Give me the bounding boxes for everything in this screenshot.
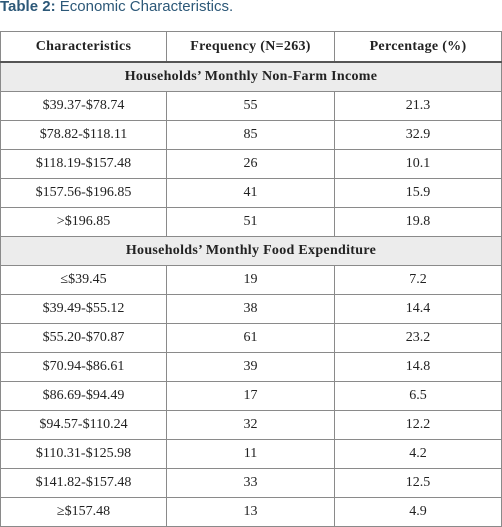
section-header-row: Households’ Monthly Food Expenditure [0, 236, 502, 266]
caption-text: Economic Characteristics. [59, 0, 234, 15]
cell-characteristic: $157.56-$196.85 [0, 178, 167, 208]
cell-percentage: 14.8 [334, 352, 502, 382]
table-row: $86.69-$94.49 17 6.5 [0, 381, 502, 411]
table-row: $110.31-$125.98 11 4.2 [0, 439, 502, 469]
cell-frequency: 32 [166, 410, 335, 440]
cell-characteristic: $86.69-$94.49 [0, 381, 167, 411]
cell-characteristic: $141.82-$157.48 [0, 468, 167, 498]
section-title: Households’ Monthly Non-Farm Income [0, 61, 502, 92]
cell-frequency: 55 [166, 91, 335, 121]
cell-frequency: 61 [166, 323, 335, 353]
cell-frequency: 33 [166, 468, 335, 498]
cell-frequency: 41 [166, 178, 335, 208]
cell-percentage: 7.2 [334, 265, 502, 295]
cell-percentage: 32.9 [334, 120, 502, 150]
cell-percentage: 19.8 [334, 207, 502, 237]
cell-characteristic: ≤$39.45 [0, 265, 167, 295]
cell-frequency: 85 [166, 120, 335, 150]
cell-characteristic: $55.20-$70.87 [0, 323, 167, 353]
table-row: ≤$39.45 19 7.2 [0, 265, 502, 295]
header-characteristics: Characteristics [0, 31, 167, 63]
header-frequency: Frequency (N=263) [166, 31, 335, 63]
table-row: $39.37-$78.74 55 21.3 [0, 91, 502, 121]
economic-characteristics-table: Characteristics Frequency (N=263) Percen… [0, 31, 502, 527]
cell-frequency: 26 [166, 149, 335, 179]
table-row: >$196.85 51 19.8 [0, 207, 502, 237]
cell-characteristic: $39.49-$55.12 [0, 294, 167, 324]
table-row: $118.19-$157.48 26 10.1 [0, 149, 502, 179]
table-row: $78.82-$118.11 85 32.9 [0, 120, 502, 150]
cell-frequency: 51 [166, 207, 335, 237]
cell-percentage: 12.2 [334, 410, 502, 440]
table-row: $55.20-$70.87 61 23.2 [0, 323, 502, 353]
cell-characteristic: $78.82-$118.11 [0, 120, 167, 150]
table-row: $157.56-$196.85 41 15.9 [0, 178, 502, 208]
cell-characteristic: ≥$157.48 [0, 497, 167, 527]
cell-characteristic: $94.57-$110.24 [0, 410, 167, 440]
cell-frequency: 11 [166, 439, 335, 469]
cell-frequency: 39 [166, 352, 335, 382]
table-body: Households’ Monthly Non-Farm Income $39.3… [0, 61, 502, 527]
cell-characteristic: $118.19-$157.48 [0, 149, 167, 179]
section-title: Households’ Monthly Food Expenditure [0, 236, 502, 266]
cell-percentage: 21.3 [334, 91, 502, 121]
cell-frequency: 38 [166, 294, 335, 324]
cell-characteristic: $39.37-$78.74 [0, 91, 167, 121]
cell-frequency: 19 [166, 265, 335, 295]
cell-frequency: 17 [166, 381, 335, 411]
cell-percentage: 6.5 [334, 381, 502, 411]
cell-frequency: 13 [166, 497, 335, 527]
table-row: $70.94-$86.61 39 14.8 [0, 352, 502, 382]
cell-characteristic: >$196.85 [0, 207, 167, 237]
cell-characteristic: $70.94-$86.61 [0, 352, 167, 382]
table-row: $39.49-$55.12 38 14.4 [0, 294, 502, 324]
table-row: $94.57-$110.24 32 12.2 [0, 410, 502, 440]
cell-percentage: 12.5 [334, 468, 502, 498]
cell-percentage: 4.9 [334, 497, 502, 527]
cell-percentage: 23.2 [334, 323, 502, 353]
table-row: $141.82-$157.48 33 12.5 [0, 468, 502, 498]
cell-percentage: 4.2 [334, 439, 502, 469]
header-row: Characteristics Frequency (N=263) Percen… [0, 31, 502, 63]
header-percentage: Percentage (%) [334, 31, 502, 63]
cell-percentage: 10.1 [334, 149, 502, 179]
cell-characteristic: $110.31-$125.98 [0, 439, 167, 469]
caption-label: Table 2: [0, 0, 56, 15]
cell-percentage: 14.4 [334, 294, 502, 324]
cell-percentage: 15.9 [334, 178, 502, 208]
section-header-row: Households’ Monthly Non-Farm Income [0, 61, 502, 92]
table-row: ≥$157.48 13 4.9 [0, 497, 502, 527]
table-caption: Table 2: Economic Characteristics. [0, 0, 233, 18]
